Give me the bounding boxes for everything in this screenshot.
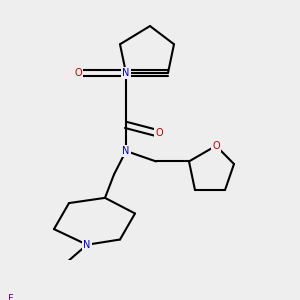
Text: O: O	[155, 128, 163, 138]
Text: O: O	[74, 68, 82, 78]
Text: F: F	[8, 294, 14, 300]
Text: N: N	[122, 146, 130, 156]
Text: N: N	[83, 240, 91, 250]
Text: N: N	[122, 68, 130, 78]
Text: O: O	[212, 141, 220, 151]
